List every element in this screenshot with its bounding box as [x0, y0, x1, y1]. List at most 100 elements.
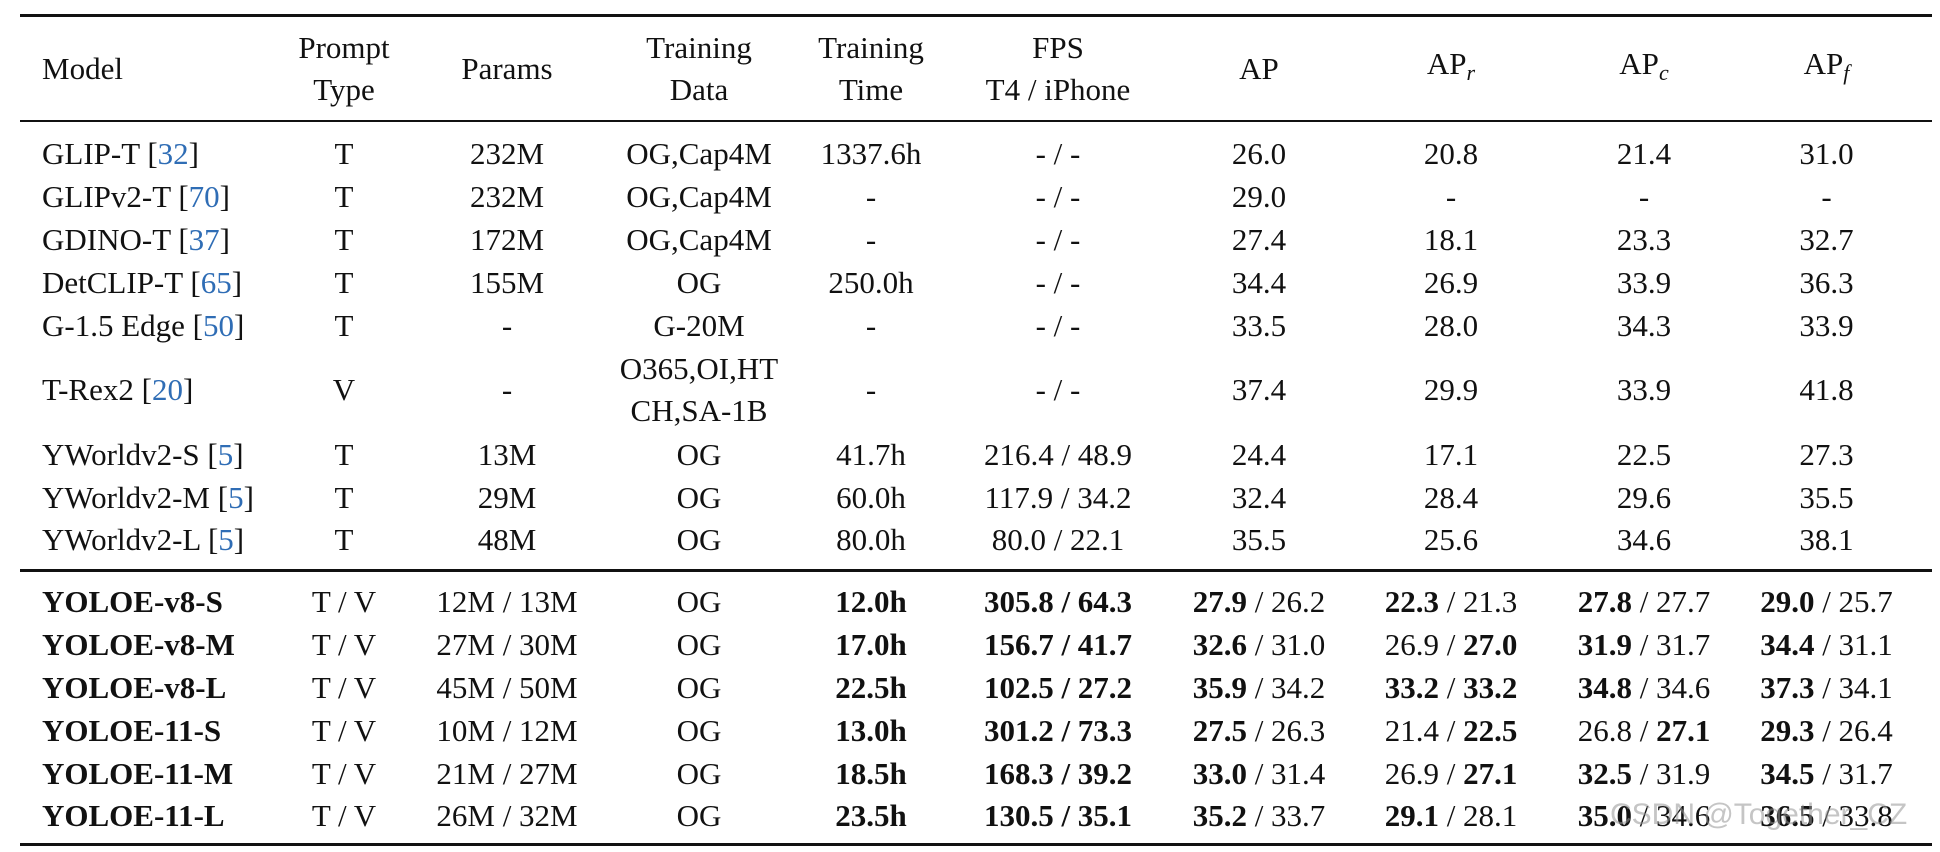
text-segment: 34.3: [1616, 307, 1672, 343]
table-row: YOLOE-11-M T / V 21M / 27M OG 18.5h 168.3 / 3…: [20, 752, 1932, 795]
table-cell: YOLOE-11-S: [20, 709, 263, 752]
text-segment: 21M / 27M: [436, 755, 578, 791]
text-segment: Data: [669, 71, 729, 107]
header-cell: APr: [1335, 16, 1567, 122]
table-cell: YOLOE-v8-S: [20, 571, 263, 624]
text-segment: 27.4: [1231, 221, 1287, 257]
text-segment: 20.8: [1423, 136, 1479, 171]
table-cell: 37.4: [1183, 347, 1335, 433]
text-segment: 41.8: [1799, 372, 1854, 407]
text-segment: / 34.1: [1814, 669, 1893, 705]
table-cell: 22.5h: [809, 666, 933, 709]
text-segment: YWorldv2-S [: [42, 436, 218, 472]
table-cell: 22.3 / 21.3: [1335, 571, 1567, 624]
text-segment: YOLOE-v8-S: [42, 584, 223, 619]
row-group: YOLOE-v8-S T / V 12M / 13M OG 12.0h 305.8 / 6…: [20, 570, 1932, 845]
table-cell: G-1.5 Edge [50]: [20, 304, 263, 347]
table-cell: OG: [589, 261, 809, 304]
table-cell: 36.3: [1721, 261, 1932, 304]
text-segment: T / V: [311, 798, 377, 833]
text-segment: / 26.3: [1246, 712, 1326, 748]
table-cell: T / V: [263, 571, 425, 624]
text-segment: 60.0h: [836, 479, 906, 515]
text-segment: T: [334, 178, 354, 214]
table-cell: 31.0: [1721, 121, 1932, 175]
text-segment: T: [334, 264, 354, 300]
text-segment: 32.4: [1231, 479, 1287, 515]
table-cell: OG: [589, 519, 809, 571]
text-segment: 48M: [477, 522, 537, 557]
table-cell: T: [263, 261, 425, 304]
table-cell: 29.0: [1183, 175, 1335, 218]
text-segment: r: [1466, 60, 1476, 85]
table-cell: 26.8 / 27.1: [1567, 709, 1721, 752]
text-segment: YWorldv2-L [: [42, 522, 219, 557]
table-cell: 29.1 / 28.1: [1335, 795, 1567, 845]
text-segment: ]: [231, 264, 243, 300]
text-segment: 34.8: [1577, 669, 1632, 705]
table-cell: 22.5: [1567, 433, 1721, 476]
text-segment: 23.3: [1616, 221, 1672, 257]
text-segment: 29.3: [1760, 712, 1815, 748]
text-segment: / 31.0: [1246, 626, 1326, 662]
text-segment: 27.1: [1463, 755, 1518, 791]
table-cell: 29.6: [1567, 476, 1721, 519]
text-segment: / 34.2: [1246, 669, 1326, 705]
text-segment: 28.4: [1423, 479, 1479, 515]
text-segment: /: [1438, 669, 1464, 705]
table-row: GLIP-T [32] T 232M OG,Cap4M 1337.6h - / - 26.0…: [20, 121, 1932, 175]
text-segment: 29.6: [1616, 479, 1672, 515]
text-segment: Type: [313, 71, 375, 107]
table-row: DetCLIP-T [65] T 155M OG 250.0h - / - 34.4 26.9…: [20, 261, 1932, 304]
table-row: YOLOE-v8-L T / V 45M / 50M OG 22.5h 102.5 / 2…: [20, 666, 1932, 709]
table-cell: 36.5 / 33.8: [1721, 795, 1932, 845]
table-cell: 155M: [425, 261, 589, 304]
text-segment: / 34.6: [1631, 798, 1711, 833]
text-segment: 26.0: [1231, 136, 1287, 171]
table-cell: -: [809, 347, 933, 433]
table-cell: 232M: [425, 175, 589, 218]
table-cell: 28.0: [1335, 304, 1567, 347]
text-segment: OG: [676, 626, 722, 662]
table-cell: 32.5 / 31.9: [1567, 752, 1721, 795]
text-segment: DetCLIP-T [: [42, 264, 201, 300]
table-cell: 33.0 / 31.4: [1183, 752, 1335, 795]
table-cell: T: [263, 433, 425, 476]
table-cell: 32.6 / 31.0: [1183, 623, 1335, 666]
table-cell: T / V: [263, 666, 425, 709]
table-cell: GLIP-T [32]: [20, 121, 263, 175]
table-cell: -: [1721, 175, 1932, 218]
text-segment: 28.0: [1423, 307, 1479, 343]
table-cell: 305.8 / 64.3: [933, 571, 1183, 624]
text-segment: 29.1: [1384, 798, 1439, 833]
text-segment: 12.0h: [835, 584, 907, 619]
text-segment: Time: [838, 71, 904, 107]
text-segment: ]: [219, 178, 230, 214]
table-cell: -: [809, 175, 933, 218]
text-segment: GLIPv2-T [: [42, 178, 189, 214]
text-segment: -: [1821, 178, 1832, 214]
table-cell: 48M: [425, 519, 589, 571]
text-segment: 31.9: [1577, 626, 1632, 662]
table-cell: 27.5 / 26.3: [1183, 709, 1335, 752]
text-segment: 80.0 / 22.1: [991, 522, 1125, 557]
text-segment: 27.9: [1192, 584, 1247, 619]
table-cell: 29.9: [1335, 347, 1567, 433]
table-cell: 33.9: [1567, 347, 1721, 433]
table-cell: 23.3: [1567, 218, 1721, 261]
text-segment: Training: [818, 29, 924, 65]
text-segment: ]: [219, 221, 230, 257]
text-segment: - / -: [1035, 307, 1081, 343]
table-cell: 26.9 / 27.0: [1335, 623, 1567, 666]
text-segment: T / V: [311, 755, 377, 791]
text-segment: 33.2: [1384, 669, 1439, 705]
text-segment: -: [501, 372, 513, 407]
table-cell: 31.9 / 31.7: [1567, 623, 1721, 666]
text-segment: 33.9: [1616, 372, 1672, 407]
cell-line: Time: [809, 69, 933, 111]
table-cell: 23.5h: [809, 795, 933, 845]
cell-line: Type: [263, 69, 425, 111]
text-segment: CH,SA-1B: [630, 393, 768, 428]
table-cell: YWorldv2-S [5]: [20, 433, 263, 476]
